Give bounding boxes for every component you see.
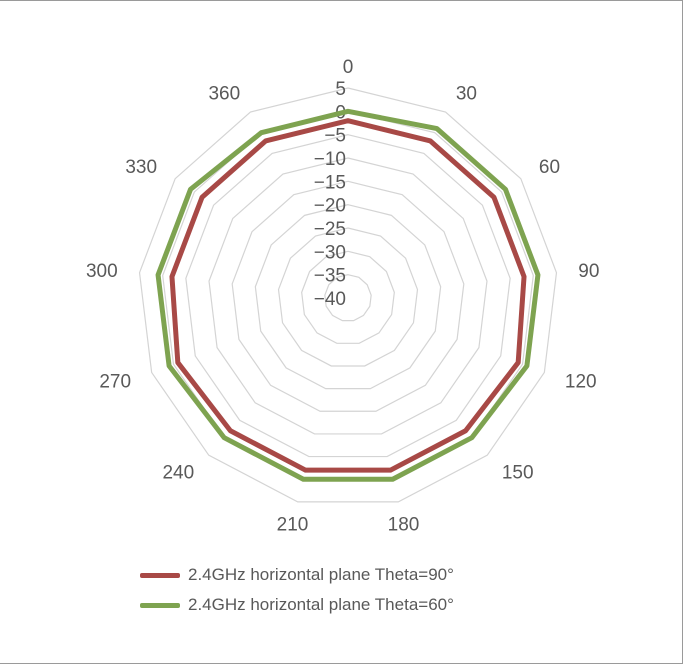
series-line-theta-90	[169, 118, 527, 473]
category-label: 30	[456, 84, 477, 105]
radial-tick-label: −20	[314, 196, 346, 217]
radial-tick-label: 5	[335, 79, 346, 100]
radial-tick-label: −30	[314, 242, 346, 263]
category-label: 330	[125, 157, 157, 178]
category-labels: 0 30 60 90 120 150 180 210 240 270 300 330 360	[86, 57, 599, 535]
legend-swatch-theta-90	[140, 572, 180, 578]
series-line-theta-60	[155, 108, 541, 482]
legend: 2.4GHz horizontal plane Theta=90° 2.4GHz…	[140, 562, 454, 622]
grid-ring	[277, 227, 419, 367]
radial-tick-label: −5	[324, 126, 346, 147]
legend-label-theta-90: 2.4GHz horizontal plane Theta=90°	[188, 565, 454, 584]
grid-ring	[231, 180, 465, 412]
category-label: 180	[388, 514, 420, 535]
category-label: 0	[343, 57, 354, 78]
radar-grid	[138, 87, 558, 503]
grid-ring	[254, 204, 442, 390]
radial-tick-label: −35	[314, 266, 346, 287]
grid-ring	[301, 250, 395, 344]
legend-item-theta-90: 2.4GHz horizontal plane Theta=90°	[140, 562, 454, 588]
radial-tick-label: −15	[314, 172, 346, 193]
category-label: 150	[502, 463, 534, 484]
grid-ring	[185, 134, 511, 458]
radial-tick-label: −10	[314, 149, 346, 170]
category-label: 210	[277, 514, 309, 535]
legend-swatch-theta-60	[140, 602, 180, 608]
category-label: 90	[578, 261, 599, 282]
category-label: 240	[162, 463, 194, 484]
legend-label-theta-60: 2.4GHz horizontal plane Theta=60°	[188, 595, 454, 614]
category-label: 60	[539, 157, 560, 178]
grid-ring	[138, 87, 558, 503]
category-label: 120	[565, 371, 597, 392]
radial-tick-label: −25	[314, 219, 346, 240]
legend-item-theta-60: 2.4GHz horizontal plane Theta=60°	[140, 592, 454, 618]
radial-tick-labels: 50−5−10−15−20−25−30−35−40	[314, 79, 346, 310]
category-label: 300	[86, 261, 118, 282]
radial-tick-label: −40	[314, 289, 346, 310]
category-label: 360	[208, 84, 240, 105]
series-lines	[155, 108, 541, 482]
grid-ring	[208, 157, 488, 435]
grid-ring	[324, 274, 372, 322]
category-label: 270	[99, 371, 131, 392]
